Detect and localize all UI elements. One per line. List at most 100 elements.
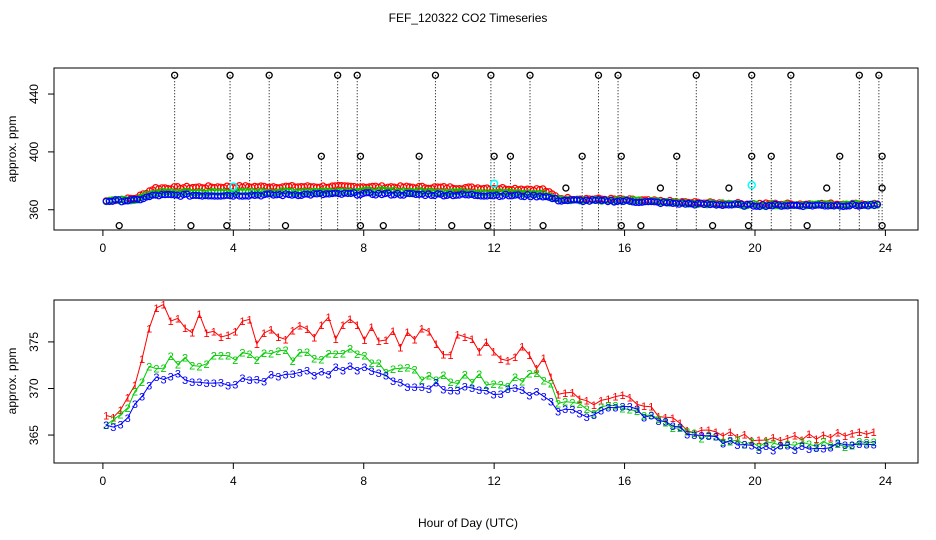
series-1-marker: 1 [792, 431, 798, 443]
series-3-marker: 3 [727, 435, 733, 447]
top-x-tick-label: 8 [360, 241, 367, 255]
series-1-marker: 1 [204, 328, 210, 340]
series-3-marker: 3 [361, 362, 367, 374]
series-2-marker: 2 [777, 440, 783, 452]
flagged-point [617, 222, 625, 230]
series-2-marker: 2 [404, 363, 410, 375]
series-1-marker: 1 [756, 435, 762, 447]
series-1-marker: 1 [498, 354, 504, 366]
cyan-point [489, 179, 499, 188]
series-1-marker: 1 [175, 313, 181, 325]
series-2-marker: 2 [498, 379, 504, 391]
series-3-marker: 3 [476, 385, 482, 397]
top-x-tick-label: 0 [100, 241, 107, 255]
series-1-marker: 1 [325, 312, 331, 324]
series-3-marker: 3 [168, 372, 174, 384]
series-2-marker: 2 [440, 370, 446, 382]
series-2-marker: 2 [110, 415, 116, 427]
series-2-marker: 2 [483, 380, 489, 392]
series-3-marker: 3 [577, 409, 583, 421]
series-3-marker: 3 [835, 438, 841, 450]
flagged-point [490, 152, 498, 160]
series-3-marker: 3 [447, 386, 453, 398]
series-3-marker: 3 [820, 444, 826, 456]
series-2-marker: 2 [756, 442, 762, 454]
flagged-point [356, 152, 365, 160]
series-1-marker: 1 [727, 427, 733, 439]
series-2-marker: 2 [634, 406, 640, 418]
series-3-marker: 3 [770, 446, 776, 458]
flagged-point [656, 184, 665, 192]
series-1-marker: 1 [512, 352, 518, 364]
bottom-y-axis-label: approx. ppm [5, 348, 19, 415]
series-2-marker: 2 [691, 428, 697, 440]
series-3-marker: 3 [318, 367, 324, 379]
series-2-marker: 2 [168, 351, 174, 363]
series-3-marker: 3 [691, 430, 697, 442]
flagged-point [878, 184, 886, 192]
series-2-marker: 2 [218, 350, 224, 362]
series-2-marker: 2 [526, 369, 532, 381]
series-1-marker: 1 [383, 335, 389, 347]
top-x-tick-label: 24 [879, 241, 893, 255]
series-3-marker: 3 [282, 369, 288, 381]
series-1-marker: 1 [620, 390, 626, 402]
series-2-marker: 2 [117, 410, 123, 422]
series-1-marker: 1 [390, 326, 396, 338]
series-3-marker: 3 [218, 378, 224, 390]
series-2-marker: 2 [455, 378, 461, 390]
series-3-marker: 3 [469, 383, 475, 395]
bottom-y-tick-label: 365 [27, 425, 41, 445]
series-2-marker: 2 [620, 403, 626, 415]
series-2-marker: 2 [132, 386, 138, 398]
series-1-marker: 1 [239, 316, 245, 328]
top-x-tick-label: 4 [230, 241, 237, 255]
series-2-marker: 2 [720, 437, 726, 449]
series-1-marker: 1 [806, 429, 812, 441]
series-1-marker: 1 [555, 389, 561, 401]
series-3-marker: 3 [720, 439, 726, 451]
series-3-marker: 3 [462, 381, 468, 393]
series-1-marker: 1 [232, 327, 238, 339]
series-3-marker: 3 [268, 369, 274, 381]
series-1-marker: 1 [785, 433, 791, 445]
series-2-marker: 2 [433, 375, 439, 387]
series-3-marker: 3 [684, 429, 690, 441]
series-2-marker: 2 [663, 418, 669, 430]
series-3-marker: 3 [117, 419, 123, 431]
series-3-marker: 3 [483, 386, 489, 398]
series-1-marker: 1 [103, 411, 109, 423]
series-1-marker: 1 [526, 350, 532, 362]
series-1-marker: 1 [447, 350, 453, 362]
series-2-marker: 2 [813, 441, 819, 453]
flagged-point [878, 222, 886, 230]
series-2-marker: 2 [383, 367, 389, 379]
series-2-marker: 2 [153, 364, 159, 376]
top-y-axis-label: approx. ppm [5, 116, 19, 183]
series-3-marker: 3 [555, 406, 561, 418]
series-2-marker: 2 [799, 437, 805, 449]
series-2-marker: 2 [677, 423, 683, 435]
series-1-marker: 1 [605, 394, 611, 406]
series-2-marker: 2 [584, 404, 590, 416]
series-3-marker: 3 [311, 371, 317, 383]
series-2-marker: 2 [419, 375, 425, 387]
bottom-x-tick-label: 4 [230, 474, 237, 488]
flagged-point [356, 222, 365, 230]
flagged-point [855, 71, 863, 79]
series-1-marker: 1 [871, 427, 877, 439]
flagged-point [506, 152, 515, 160]
series-1-marker: 1 [369, 322, 375, 334]
series-1-marker: 1 [261, 328, 267, 340]
series-3-point [650, 198, 659, 206]
series-1-marker: 1 [677, 418, 683, 430]
series-2-marker: 2 [469, 378, 475, 390]
series-1-marker: 1 [462, 332, 468, 344]
series-2-marker: 2 [670, 423, 676, 435]
series-1-marker: 1 [799, 435, 805, 447]
series-2-marker: 2 [612, 401, 618, 413]
series-3-marker: 3 [125, 413, 131, 425]
series-3-marker: 3 [792, 445, 798, 457]
series-1-marker: 1 [777, 436, 783, 448]
series-2-marker: 2 [275, 346, 281, 358]
